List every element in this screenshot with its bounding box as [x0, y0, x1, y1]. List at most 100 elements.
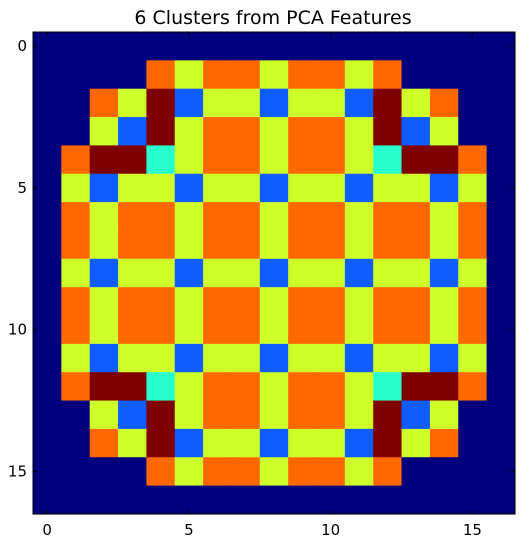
heatmap-cell [61, 117, 91, 146]
heatmap-cell [401, 457, 431, 487]
heatmap-cell [231, 315, 261, 345]
heatmap-cell [33, 117, 62, 146]
heatmap-cell [344, 315, 374, 345]
heatmap-cell [259, 88, 289, 118]
heatmap-cell [486, 145, 516, 175]
heatmap-cell [174, 230, 204, 260]
heatmap-cell [89, 230, 119, 260]
heatmap-cell [118, 60, 147, 90]
heatmap-cell [401, 230, 431, 260]
heatmap-cell [146, 485, 176, 515]
heatmap-cell [288, 315, 318, 345]
heatmap-cell [203, 145, 233, 175]
heatmap-cell [174, 88, 204, 118]
heatmap-cell [203, 315, 233, 345]
heatmap-cell [203, 372, 233, 402]
heatmap-cell [118, 485, 147, 515]
heatmap-cell [373, 485, 403, 515]
heatmap-cell [231, 32, 261, 61]
heatmap-cell [373, 60, 403, 90]
heatmap-cell [486, 315, 516, 345]
heatmap-cell [174, 315, 204, 345]
heatmap-cell [429, 485, 459, 515]
heatmap-cell [203, 428, 233, 458]
heatmap-cell [259, 485, 289, 515]
heatmap-cell [259, 428, 289, 458]
heatmap-cell [231, 202, 261, 232]
heatmap-cell [33, 485, 62, 515]
heatmap-cell [146, 32, 176, 61]
heatmap-cell [259, 343, 289, 373]
heatmap-cell [231, 372, 261, 402]
heatmap-cell [458, 60, 488, 90]
heatmap-cell [33, 145, 62, 175]
heatmap-cell [344, 202, 374, 232]
heatmap-cell [316, 428, 346, 458]
heatmap-cell [458, 287, 488, 317]
heatmap-cell [401, 145, 431, 175]
heatmap-cell [401, 258, 431, 288]
heatmap-cell [118, 173, 147, 203]
heatmap-cell [401, 117, 431, 146]
heatmap-cell [33, 400, 62, 430]
heatmap-cell [429, 428, 459, 458]
heatmap-cell [61, 287, 91, 317]
heatmap-cell [89, 428, 119, 458]
heatmap-cell [316, 343, 346, 373]
heatmap-cell [174, 428, 204, 458]
heatmap-cell [61, 258, 91, 288]
heatmap-cell [33, 372, 62, 402]
heatmap-cell [146, 145, 176, 175]
heatmap-cell [259, 60, 289, 90]
heatmap-cell [458, 117, 488, 146]
y-tick-label: 0 [17, 37, 27, 55]
heatmap-cell [146, 343, 176, 373]
heatmap-cell [429, 258, 459, 288]
heatmap-cell [458, 88, 488, 118]
heatmap-cell [118, 287, 147, 317]
heatmap-cell [61, 145, 91, 175]
heatmap-cell [231, 258, 261, 288]
heatmap-cell [373, 173, 403, 203]
heatmap-cell [288, 428, 318, 458]
heatmap-cell [344, 287, 374, 317]
heatmap-cell [288, 60, 318, 90]
heatmap-cell [344, 60, 374, 90]
heatmap-cell [203, 343, 233, 373]
y-axis-ticks: 0 5 10 15 [8, 37, 515, 480]
heatmap-cell [486, 258, 516, 288]
heatmap-cell [486, 287, 516, 317]
x-tick-label: 5 [184, 521, 194, 539]
heatmap-cell [458, 315, 488, 345]
heatmap-cell [344, 343, 374, 373]
heatmap-cell [174, 457, 204, 487]
heatmap-cell [344, 173, 374, 203]
heatmap-cell [429, 117, 459, 146]
heatmap-cell [174, 258, 204, 288]
heatmap-cell [344, 32, 374, 61]
heatmap-cell [118, 32, 147, 61]
heatmap-cell [401, 287, 431, 317]
y-tick-label: 5 [17, 179, 27, 197]
heatmap-cell [401, 428, 431, 458]
heatmap-cell [486, 117, 516, 146]
heatmap-cell [429, 400, 459, 430]
heatmap-cell [373, 372, 403, 402]
heatmap-cell [344, 117, 374, 146]
heatmap-cell [316, 173, 346, 203]
heatmap-cell [288, 457, 318, 487]
heatmap-cell [259, 145, 289, 175]
x-tick-label: 15 [463, 521, 482, 539]
heatmap-cell [146, 428, 176, 458]
heatmap-cell [33, 428, 62, 458]
heatmap-cell [429, 343, 459, 373]
heatmap-cell [231, 428, 261, 458]
heatmap-cell [373, 230, 403, 260]
heatmap-cell [146, 287, 176, 317]
heatmap-cell [33, 343, 62, 373]
heatmap-cell [486, 60, 516, 90]
heatmap-cell [316, 145, 346, 175]
x-tick-label: 0 [42, 521, 52, 539]
heatmap-cell [259, 457, 289, 487]
